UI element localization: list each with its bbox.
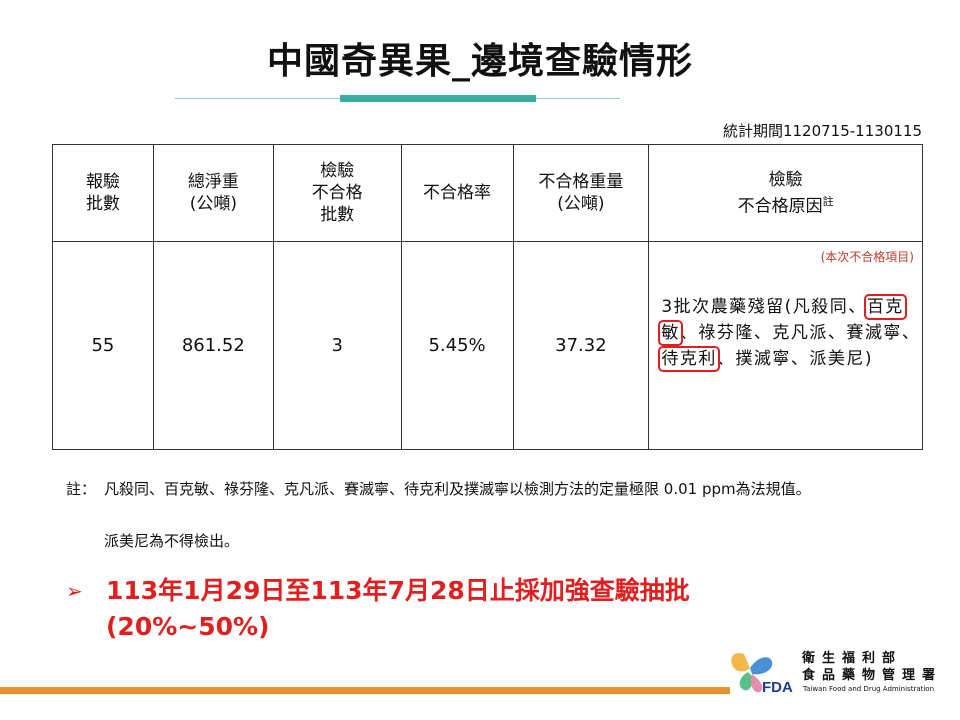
arrow-bullet-icon: ➢ [66,579,83,603]
footnote-marker: 註 [822,194,834,208]
footer-bar [0,687,730,694]
footnote: 註： 凡殺同、百克敏、祿芬隆、克凡派、賽滅寧、待克利及撲滅寧以檢測方法的定量極限… [66,478,926,500]
agency-fda: 食品藥物管理署 [802,668,943,683]
footnote-text: 凡殺同、百克敏、祿芬隆、克凡派、賽滅寧、待克利及撲滅寧以檢測方法的定量極限 0.… [104,480,811,498]
cell-fail-batches: 3 [272,241,402,450]
page-title: 中國奇異果_邊境查驗情形 [266,41,693,82]
title-divider-accent [340,95,536,102]
cell-reason: (本次不合格項目) 3批次農藥殘留(凡殺同、百克敏、祿芬隆、克凡派、賽滅寧、待克… [648,241,923,450]
enforcement-text: 113年1月29日至113年7月28日止採加強查驗抽批(20%~50%) [106,576,690,641]
highlight-pyraclostrobin: 百克敏 [658,294,907,346]
logo-mark: FDA [762,679,793,696]
agency-name: 衛生福利部 食品藥物管理署 [802,650,942,684]
agency-ministry: 衛生福利部 [802,651,903,666]
enforcement-bullet: ➢ 113年1月29日至113年7月28日止採加強查驗抽批(20%~50%) [66,573,846,645]
header-fail-batches: 檢驗 不合格 批數 [272,144,402,242]
cell-fail-rate: 5.45% [400,241,514,450]
footnote-label: 註： [66,480,97,498]
table-header-row: 報驗 批數 總淨重 (公噸) 檢驗 不合格 批數 不合格率 不合格重量 (公噸) 檢驗 不合… [52,144,923,242]
header-fail-rate: 不合格率 [400,144,514,242]
cell-weight: 861.52 [152,241,274,450]
reason-text: 3批次農藥殘留(凡殺同、百克敏、祿芬隆、克凡派、賽滅寧、待克利、撲滅寧、派美尼) [658,294,921,372]
reason-note: (本次不合格項目) [820,250,914,264]
header-batches: 報驗 批數 [52,144,154,242]
cell-batches: 55 [52,241,154,450]
table-row: 55 861.52 3 5.45% 37.32 (本次不合格項目) 3批次農藥殘… [52,241,923,450]
agency-english-name: Taiwan Food and Drug Administration [803,685,935,693]
cell-fail-weight: 37.32 [512,241,650,450]
inspection-table: 報驗 批數 總淨重 (公噸) 檢驗 不合格 批數 不合格率 不合格重量 (公噸) 檢驗 不合… [52,144,923,450]
statistics-period: 統計期間1120715-1130115 [722,122,922,140]
footnote-secondary: 派美尼為不得檢出。 [104,532,240,550]
fda-logo-icon: FDA [731,653,793,696]
header-reason: 檢驗 不合格原因註 [648,144,923,242]
highlight-difenoconazole: 待克利 [658,346,720,372]
header-weight: 總淨重 (公噸) [152,144,274,242]
header-fail-weight: 不合格重量 (公噸) [512,144,650,242]
